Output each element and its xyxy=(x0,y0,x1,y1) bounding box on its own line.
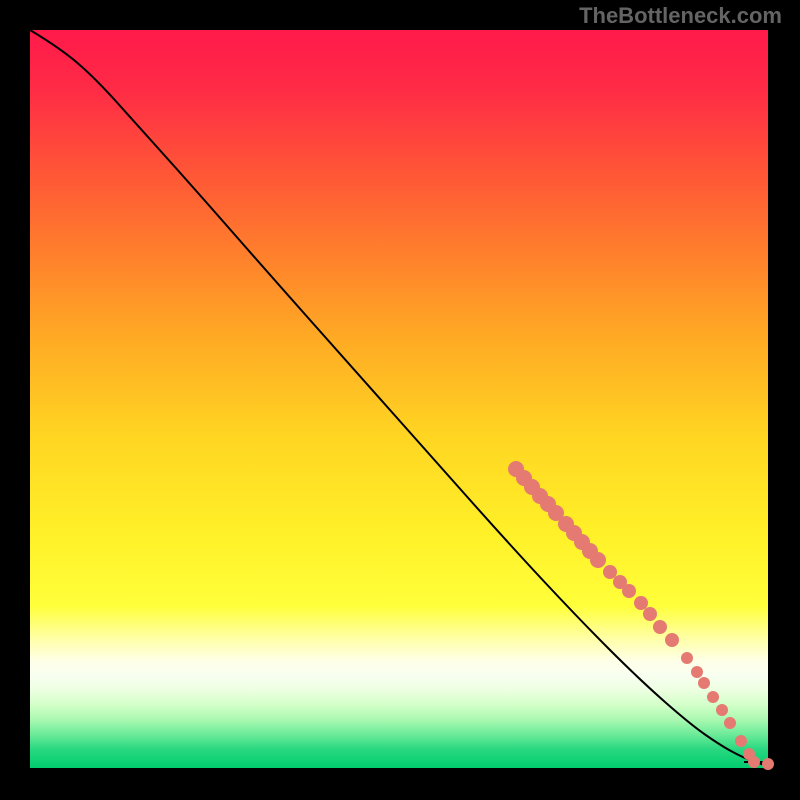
data-marker xyxy=(634,596,648,610)
chart-container: { "attribution": { "text": "TheBottlenec… xyxy=(0,0,800,800)
data-marker xyxy=(665,633,679,647)
data-marker xyxy=(724,717,736,729)
data-marker xyxy=(691,666,703,678)
data-marker xyxy=(707,691,719,703)
data-marker xyxy=(622,584,636,598)
data-marker xyxy=(748,756,760,768)
data-marker xyxy=(653,620,667,634)
data-marker xyxy=(762,758,774,770)
data-marker xyxy=(735,735,747,747)
data-marker xyxy=(643,607,657,621)
data-marker xyxy=(590,552,606,568)
plot-background xyxy=(30,30,768,768)
chart-svg xyxy=(0,0,800,800)
data-marker xyxy=(681,652,693,664)
data-marker xyxy=(716,704,728,716)
attribution-text: TheBottleneck.com xyxy=(579,3,782,29)
data-marker xyxy=(603,565,617,579)
data-marker xyxy=(698,677,710,689)
